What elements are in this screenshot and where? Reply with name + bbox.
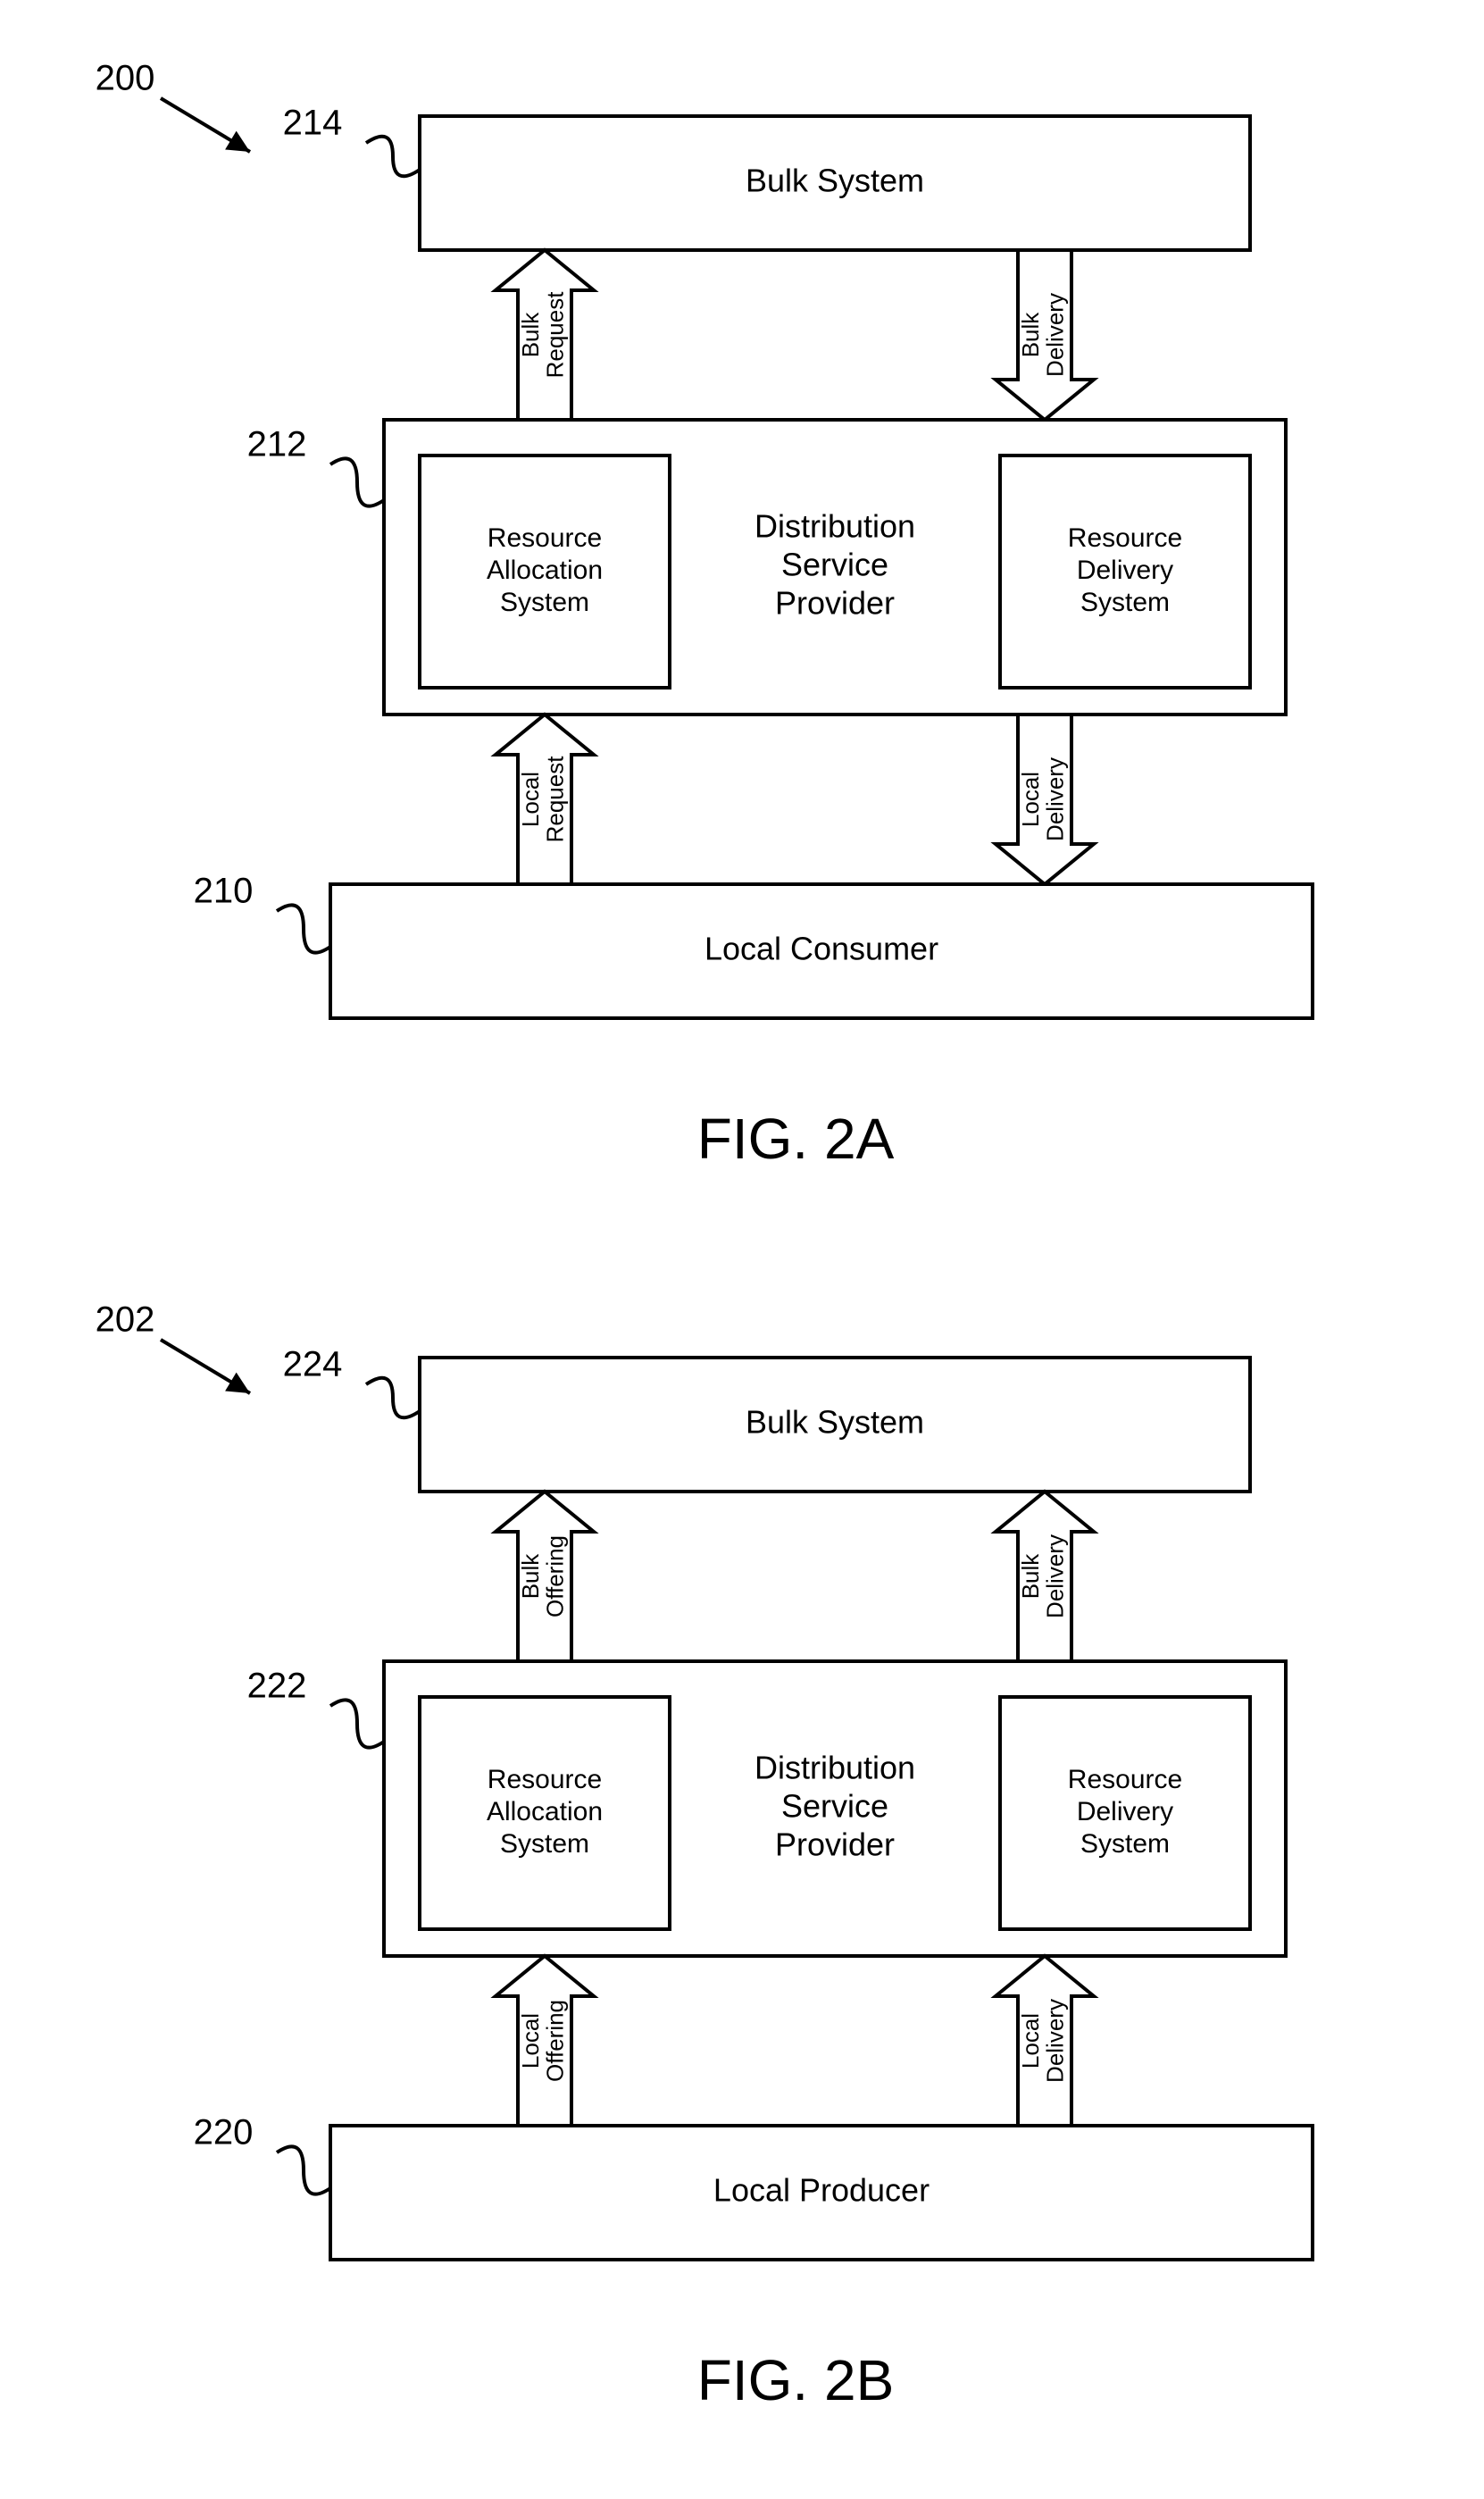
- svg-text:Local Producer: Local Producer: [713, 2172, 930, 2209]
- svg-text:Provider: Provider: [775, 585, 895, 622]
- svg-text:Service: Service: [781, 1788, 888, 1825]
- svg-text:Delivery: Delivery: [1077, 556, 1173, 585]
- svg-text:Bulk System: Bulk System: [746, 1404, 924, 1441]
- svg-text:System: System: [1080, 588, 1170, 617]
- svg-text:Resource: Resource: [1068, 1765, 1182, 1794]
- svg-text:Provider: Provider: [775, 1826, 895, 1863]
- svg-text:Distribution: Distribution: [755, 1749, 915, 1785]
- svg-text:220: 220: [194, 2113, 254, 2152]
- svg-text:214: 214: [283, 104, 343, 143]
- svg-text:200: 200: [96, 59, 155, 98]
- svg-text:FIG. 2A: FIG. 2A: [697, 1107, 895, 1171]
- svg-text:Request: Request: [542, 291, 569, 379]
- svg-text:Allocation: Allocation: [487, 556, 603, 585]
- svg-text:Delivery: Delivery: [1042, 757, 1069, 841]
- svg-text:Local: Local: [1017, 772, 1044, 827]
- svg-text:Bulk System: Bulk System: [746, 163, 924, 199]
- svg-text:Bulk: Bulk: [517, 1553, 544, 1600]
- svg-text:Offering: Offering: [542, 2000, 569, 2082]
- svg-text:Delivery: Delivery: [1077, 1797, 1173, 1826]
- svg-text:Allocation: Allocation: [487, 1797, 603, 1826]
- svg-text:Local: Local: [517, 772, 544, 827]
- svg-text:Distribution: Distribution: [755, 507, 915, 544]
- svg-text:210: 210: [194, 872, 254, 911]
- svg-text:Request: Request: [542, 756, 569, 843]
- svg-text:Local: Local: [1017, 2013, 1044, 2069]
- svg-text:212: 212: [247, 425, 307, 464]
- svg-text:224: 224: [283, 1345, 343, 1384]
- svg-text:FIG. 2B: FIG. 2B: [697, 2348, 895, 2412]
- svg-text:Resource: Resource: [488, 1765, 602, 1794]
- svg-text:202: 202: [96, 1300, 155, 1340]
- svg-text:Bulk: Bulk: [1017, 1553, 1044, 1600]
- svg-text:Service: Service: [781, 547, 888, 583]
- svg-text:Delivery: Delivery: [1042, 1999, 1069, 2083]
- svg-text:System: System: [1080, 1829, 1170, 1859]
- svg-text:Bulk: Bulk: [1017, 312, 1044, 358]
- svg-text:Delivery: Delivery: [1042, 1534, 1069, 1618]
- svg-text:System: System: [500, 1829, 589, 1859]
- svg-text:Bulk: Bulk: [517, 312, 544, 358]
- svg-text:Local: Local: [517, 2013, 544, 2069]
- svg-text:Offering: Offering: [542, 1535, 569, 1617]
- svg-text:Local Consumer: Local Consumer: [704, 931, 938, 967]
- svg-text:222: 222: [247, 1667, 307, 1706]
- svg-text:Resource: Resource: [488, 523, 602, 553]
- svg-text:Delivery: Delivery: [1042, 293, 1069, 377]
- svg-text:System: System: [500, 588, 589, 617]
- svg-text:Resource: Resource: [1068, 523, 1182, 553]
